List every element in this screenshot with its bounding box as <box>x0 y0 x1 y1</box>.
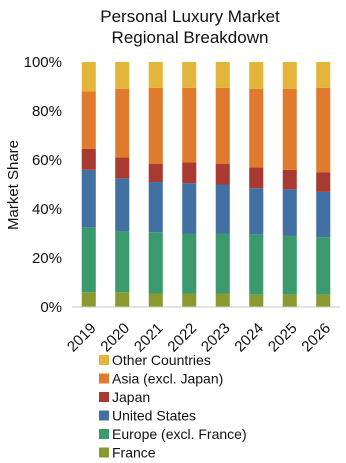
y-tick-label: 80% <box>32 103 62 120</box>
legend-item: Japan <box>99 389 150 405</box>
bar-segment <box>249 88 264 168</box>
bar-segment <box>316 294 331 307</box>
bar-segment <box>81 91 96 149</box>
bar-segment <box>148 87 163 164</box>
bar-segment <box>182 87 197 163</box>
bar-segment <box>282 62 297 89</box>
x-tick-label: 2023 <box>198 320 234 356</box>
bar-segment <box>148 62 163 88</box>
bar-segment <box>81 148 96 170</box>
bar-segment <box>249 167 264 189</box>
bar-segment <box>182 293 197 307</box>
legend-label: Japan <box>112 389 150 405</box>
bar-segment <box>115 88 130 158</box>
bars <box>81 62 331 307</box>
legend-label: Europe (excl. France) <box>112 426 247 442</box>
bar-segment <box>81 62 96 92</box>
bar-segment <box>316 237 331 295</box>
legend-swatch <box>99 410 109 421</box>
bar-segment <box>215 184 230 234</box>
bar-segment <box>148 232 163 294</box>
legend-item: United States <box>99 408 196 424</box>
bar-segment <box>249 234 264 295</box>
y-tick-label: 60% <box>32 152 62 169</box>
bar-segment <box>148 293 163 307</box>
bar-segment <box>249 188 264 235</box>
legend-swatch <box>99 429 109 439</box>
bar-segment <box>115 178 130 232</box>
y-tick-label: 20% <box>32 250 62 267</box>
bar-segment <box>282 294 297 307</box>
bar-segment <box>249 294 264 307</box>
bar-segment <box>215 163 230 185</box>
bar-segment <box>81 227 96 293</box>
chart-title: Personal Luxury Market Regional Breakdown <box>100 7 280 47</box>
x-tick-label: 2026 <box>298 320 334 356</box>
y-tick-label: 100% <box>24 54 62 71</box>
bar-segment <box>316 172 331 192</box>
legend-swatch <box>99 447 109 458</box>
bar-segment <box>182 62 197 88</box>
x-tick-label: 2020 <box>97 320 133 356</box>
legend-swatch <box>99 373 109 384</box>
bar-segment <box>249 62 264 89</box>
bar-segment <box>215 62 230 88</box>
x-tick-label: 2021 <box>131 320 167 356</box>
bar-segment <box>316 87 331 173</box>
chart-title-text: Personal Luxury Market Regional Breakdown <box>100 7 280 47</box>
bar-segment <box>215 233 230 294</box>
x-tick-label: 2025 <box>265 320 301 356</box>
bar-segment <box>282 169 297 190</box>
y-axis-title: Market Share <box>5 140 22 230</box>
bar-segment <box>182 183 197 234</box>
bar-segment <box>81 292 96 307</box>
x-tick-label: 2022 <box>164 320 200 356</box>
legend-label: Asia (excl. Japan) <box>112 371 223 387</box>
bar-segment <box>115 62 130 89</box>
legend-label: France <box>112 445 156 461</box>
y-tick-label: 40% <box>32 201 62 218</box>
legend-label: United States <box>112 408 196 424</box>
y-axis-ticks: 0% 20% 40% 60% 80% 100% <box>24 54 62 316</box>
bar-segment <box>148 163 163 183</box>
bar-segment <box>282 189 297 236</box>
bar-segment <box>148 182 163 233</box>
bar-segment <box>115 292 130 307</box>
legend-label: Other Countries <box>112 352 211 368</box>
x-tick-label: 2019 <box>64 320 100 356</box>
bar-segment <box>182 233 197 294</box>
bar-segment <box>282 88 297 170</box>
bar-segment <box>316 62 331 88</box>
legend-swatch <box>99 392 109 402</box>
bar-segment <box>115 231 130 293</box>
bar-segment <box>115 157 130 179</box>
legend-swatch <box>99 355 109 365</box>
legend-item: France <box>99 445 156 461</box>
legend-item: Other Countries <box>99 352 211 368</box>
legend-item: Europe (excl. France) <box>99 426 247 442</box>
bar-segment <box>81 169 96 228</box>
bar-segment <box>316 191 331 238</box>
x-tick-label: 2024 <box>231 320 267 356</box>
bar-segment <box>215 293 230 307</box>
y-tick-label: 0% <box>40 299 62 316</box>
bar-segment <box>182 162 197 184</box>
bar-segment <box>282 235 297 295</box>
legend-item: Asia (excl. Japan) <box>99 371 223 387</box>
bar-segment <box>215 87 230 164</box>
legend: Other Countries Asia (excl. Japan) Japan Un… <box>99 352 247 461</box>
